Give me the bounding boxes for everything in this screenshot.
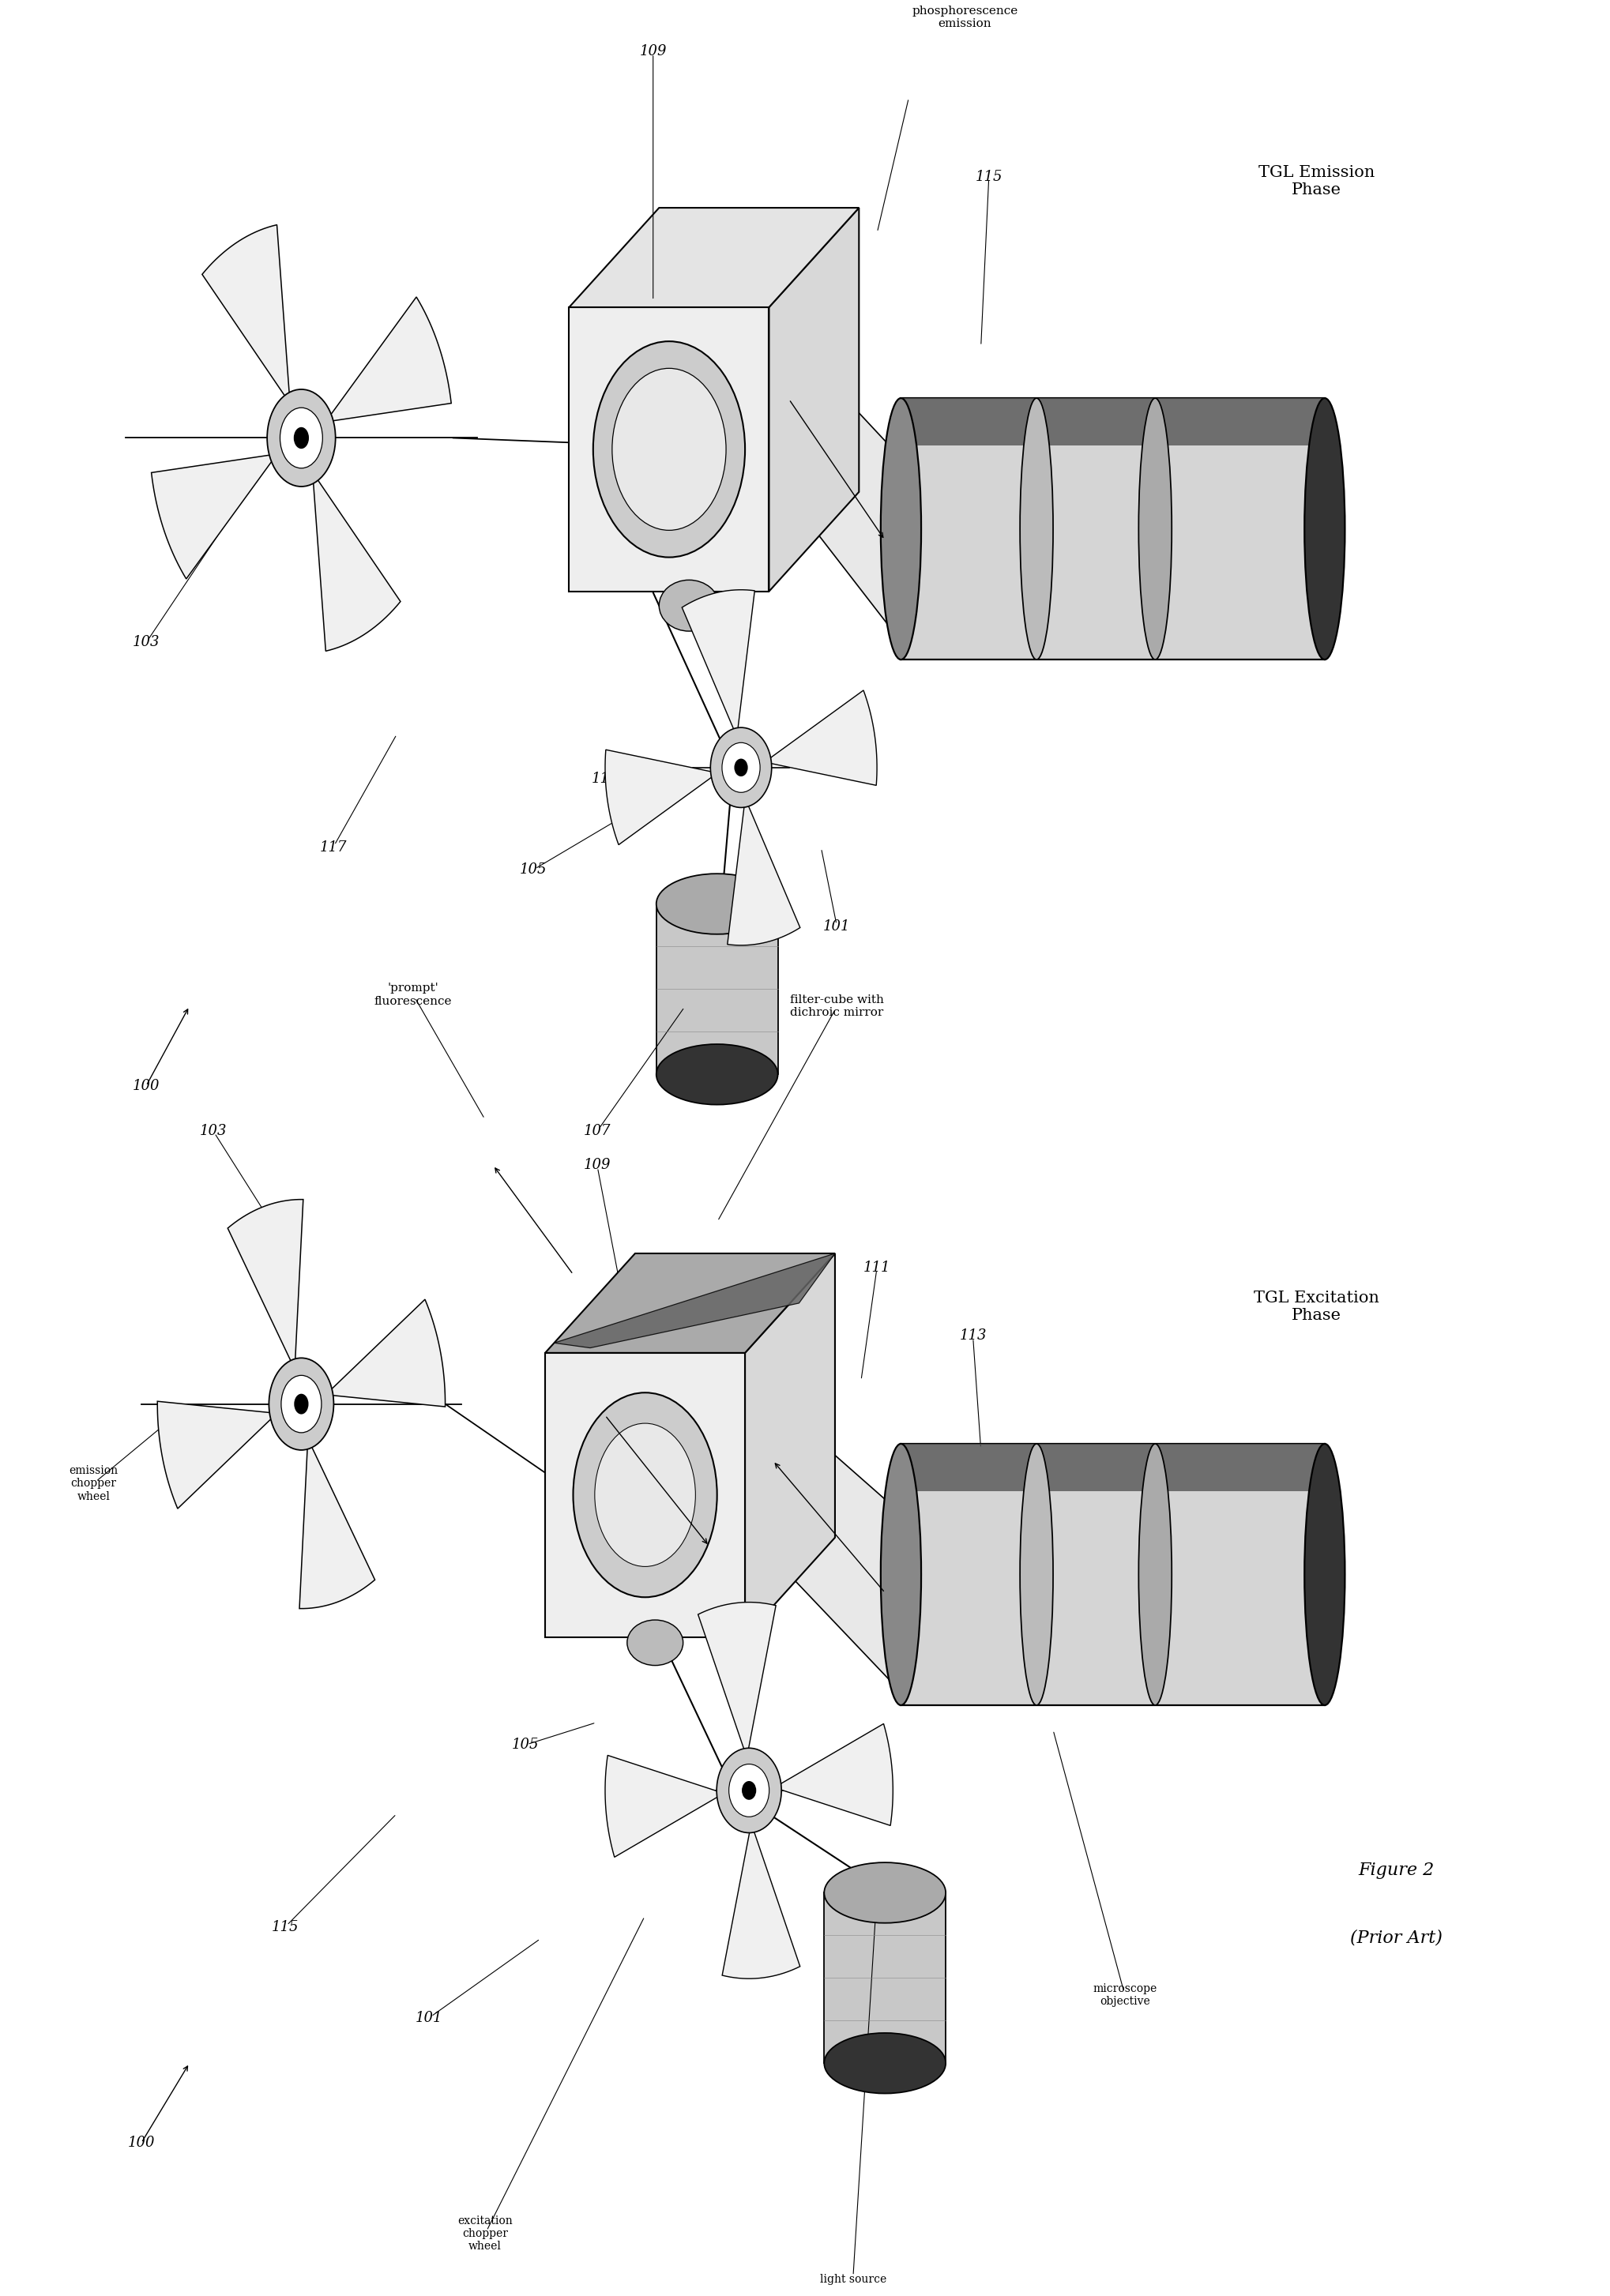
Bar bbox=[902, 397, 1325, 445]
Polygon shape bbox=[605, 751, 712, 845]
Text: 101: 101 bbox=[415, 2011, 443, 2025]
Text: (Prior Art): (Prior Art) bbox=[1351, 1929, 1443, 1947]
Ellipse shape bbox=[269, 1357, 333, 1451]
Text: 'prompt'
fluorescence: 'prompt' fluorescence bbox=[375, 983, 452, 1006]
Polygon shape bbox=[745, 1254, 836, 1637]
Ellipse shape bbox=[657, 1045, 778, 1104]
Polygon shape bbox=[770, 317, 894, 631]
Polygon shape bbox=[723, 1832, 800, 1979]
Polygon shape bbox=[299, 1446, 375, 1609]
Text: 115: 115 bbox=[976, 170, 1003, 184]
Ellipse shape bbox=[721, 742, 760, 792]
Ellipse shape bbox=[1304, 397, 1344, 659]
Bar bbox=[824, 1892, 945, 2064]
Ellipse shape bbox=[282, 1375, 322, 1433]
Text: phosphorescence
emission: phosphorescence emission bbox=[911, 5, 1018, 30]
Text: microscope
objective: microscope objective bbox=[1093, 1984, 1158, 2007]
Text: excitation
chopper
wheel: excitation chopper wheel bbox=[457, 2216, 512, 2252]
Polygon shape bbox=[546, 1352, 745, 1637]
Text: 115: 115 bbox=[272, 1919, 299, 1933]
Text: 103: 103 bbox=[200, 1125, 227, 1139]
Polygon shape bbox=[151, 455, 272, 579]
Polygon shape bbox=[570, 308, 770, 592]
Ellipse shape bbox=[658, 581, 720, 631]
Ellipse shape bbox=[628, 1621, 683, 1665]
Polygon shape bbox=[546, 1254, 836, 1352]
Ellipse shape bbox=[295, 1394, 309, 1414]
Ellipse shape bbox=[824, 2032, 945, 2094]
Polygon shape bbox=[683, 590, 755, 730]
Polygon shape bbox=[158, 1401, 272, 1508]
Ellipse shape bbox=[1021, 397, 1053, 659]
Text: 105: 105 bbox=[520, 863, 547, 877]
Text: filter-cube with
dichroic mirror: filter-cube with dichroic mirror bbox=[791, 994, 884, 1017]
Text: 100: 100 bbox=[132, 1079, 159, 1093]
Ellipse shape bbox=[1138, 1444, 1172, 1706]
Ellipse shape bbox=[716, 1747, 781, 1832]
Polygon shape bbox=[570, 207, 860, 308]
Text: 103: 103 bbox=[132, 636, 159, 650]
Polygon shape bbox=[699, 1603, 776, 1750]
Ellipse shape bbox=[1304, 1444, 1344, 1706]
Bar bbox=[902, 1444, 1325, 1490]
Polygon shape bbox=[770, 207, 860, 592]
Ellipse shape bbox=[594, 1424, 696, 1566]
Polygon shape bbox=[605, 1756, 718, 1857]
Polygon shape bbox=[203, 225, 290, 397]
Ellipse shape bbox=[742, 1782, 757, 1800]
Polygon shape bbox=[781, 1724, 894, 1825]
Ellipse shape bbox=[573, 1394, 716, 1598]
Text: 107: 107 bbox=[583, 1125, 610, 1139]
Ellipse shape bbox=[612, 367, 726, 530]
Text: Figure 2: Figure 2 bbox=[1359, 1862, 1435, 1878]
Ellipse shape bbox=[734, 758, 747, 776]
Ellipse shape bbox=[1138, 397, 1172, 659]
Polygon shape bbox=[314, 480, 401, 652]
Bar bbox=[902, 397, 1325, 659]
Ellipse shape bbox=[657, 875, 778, 934]
Ellipse shape bbox=[881, 397, 921, 659]
Polygon shape bbox=[330, 296, 451, 420]
Ellipse shape bbox=[267, 390, 335, 487]
Ellipse shape bbox=[293, 427, 309, 448]
Text: 109: 109 bbox=[583, 1157, 610, 1173]
Ellipse shape bbox=[280, 409, 322, 468]
Polygon shape bbox=[332, 1300, 446, 1407]
Text: 111: 111 bbox=[863, 1261, 890, 1274]
Ellipse shape bbox=[592, 342, 745, 558]
Polygon shape bbox=[728, 806, 800, 946]
Bar bbox=[657, 905, 778, 1075]
Text: 105: 105 bbox=[512, 1738, 539, 1752]
Text: 100: 100 bbox=[127, 2135, 155, 2149]
Ellipse shape bbox=[710, 728, 771, 808]
Bar bbox=[902, 1444, 1325, 1706]
Polygon shape bbox=[554, 1254, 836, 1348]
Text: TGL Excitation
Phase: TGL Excitation Phase bbox=[1254, 1290, 1380, 1322]
Text: 109: 109 bbox=[639, 44, 667, 60]
Text: 101: 101 bbox=[823, 918, 850, 934]
Text: light source: light source bbox=[819, 2273, 886, 2285]
Ellipse shape bbox=[881, 1444, 921, 1706]
Polygon shape bbox=[745, 1378, 894, 1683]
Ellipse shape bbox=[824, 1862, 945, 1924]
Text: TGL Emission
Phase: TGL Emission Phase bbox=[1259, 165, 1375, 197]
Text: 117: 117 bbox=[320, 840, 346, 854]
Text: 111: 111 bbox=[591, 771, 618, 785]
Ellipse shape bbox=[729, 1763, 770, 1816]
Ellipse shape bbox=[1021, 1444, 1053, 1706]
Polygon shape bbox=[227, 1199, 303, 1362]
Text: emission
chopper
wheel: emission chopper wheel bbox=[69, 1465, 118, 1502]
Text: 113: 113 bbox=[960, 1329, 987, 1343]
Polygon shape bbox=[770, 691, 877, 785]
